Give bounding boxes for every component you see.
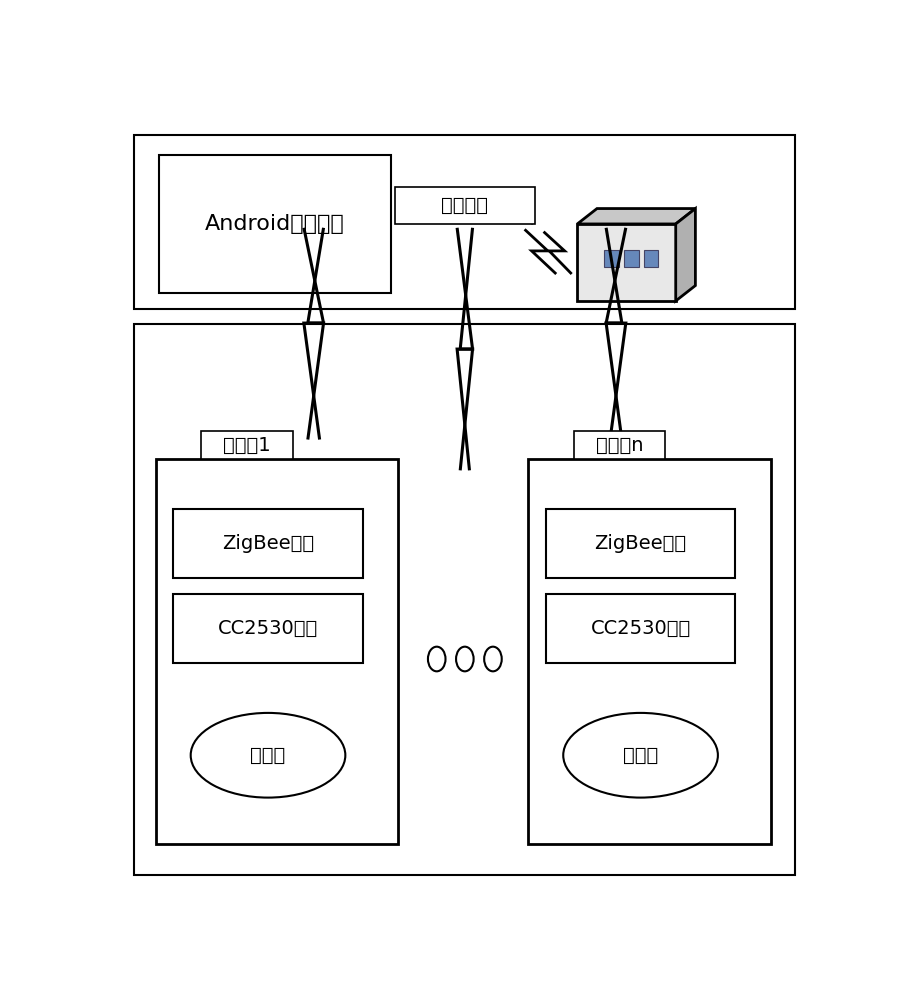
Text: CC2530芯片: CC2530芯片 <box>218 619 318 638</box>
Polygon shape <box>577 209 696 224</box>
Text: 内部网络: 内部网络 <box>442 196 488 215</box>
Bar <box>173 509 363 578</box>
Bar <box>624 250 639 267</box>
Text: 子节点1: 子节点1 <box>223 435 271 454</box>
Bar <box>395 187 535 224</box>
Bar <box>173 594 363 663</box>
Text: 子节点n: 子节点n <box>596 435 643 454</box>
Ellipse shape <box>563 713 718 798</box>
Text: ZigBee模块: ZigBee模块 <box>594 534 687 553</box>
Text: Android监控终端: Android监控终端 <box>205 214 345 234</box>
Bar <box>134 135 795 309</box>
Text: CC2530芯片: CC2530芯片 <box>590 619 691 638</box>
Bar <box>159 155 391 293</box>
Text: 传感器: 传感器 <box>250 746 286 765</box>
Bar <box>546 509 736 578</box>
Bar <box>156 459 398 844</box>
Bar <box>574 431 665 459</box>
Polygon shape <box>676 209 696 301</box>
Polygon shape <box>577 224 676 301</box>
Text: 传感器: 传感器 <box>623 746 658 765</box>
Ellipse shape <box>456 647 473 671</box>
Bar <box>528 459 771 844</box>
Ellipse shape <box>428 647 445 671</box>
Ellipse shape <box>484 647 502 671</box>
Bar <box>604 250 619 267</box>
Text: ZigBee模块: ZigBee模块 <box>222 534 314 553</box>
Bar <box>134 324 795 875</box>
Bar <box>644 250 658 267</box>
Bar <box>201 431 293 459</box>
Bar <box>546 594 736 663</box>
Ellipse shape <box>190 713 346 798</box>
